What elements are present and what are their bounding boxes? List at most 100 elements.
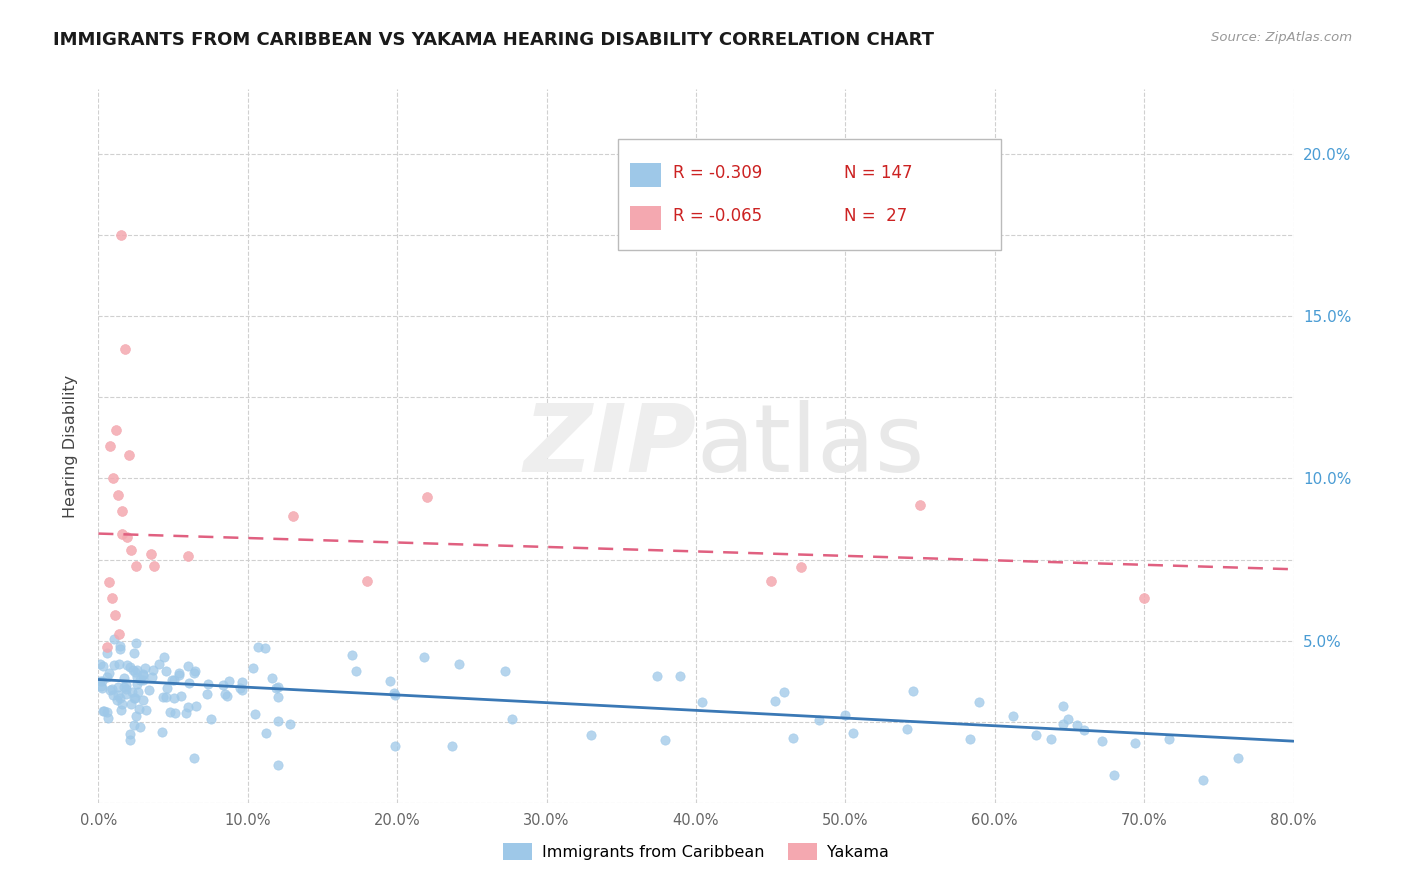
Point — [110, 704, 132, 718]
Point — [98, 666, 121, 681]
Point — [96, 705, 118, 719]
Point — [441, 739, 464, 753]
Point — [266, 690, 288, 705]
Point — [159, 705, 181, 719]
Point — [1226, 751, 1249, 765]
Point — [834, 708, 856, 723]
Point — [114, 672, 136, 686]
Point — [108, 642, 131, 657]
Point — [96, 646, 118, 660]
Point — [124, 718, 146, 732]
Text: Source: ZipAtlas.com: Source: ZipAtlas.com — [1212, 31, 1353, 45]
Point — [105, 693, 128, 707]
Point — [167, 665, 190, 680]
Point — [1052, 698, 1074, 713]
Point — [174, 706, 197, 720]
Text: R = -0.065: R = -0.065 — [673, 207, 762, 225]
Point — [254, 726, 277, 740]
Point — [152, 724, 174, 739]
Point — [89, 674, 111, 689]
Point — [125, 636, 148, 650]
Legend: Immigrants from Caribbean, Yakama: Immigrants from Caribbean, Yakama — [498, 837, 894, 866]
Point — [501, 712, 523, 726]
Point — [148, 657, 170, 672]
Point — [243, 707, 266, 722]
FancyBboxPatch shape — [630, 162, 661, 187]
Point — [908, 498, 931, 512]
Point — [127, 670, 149, 684]
Point — [763, 694, 786, 708]
Point — [121, 685, 143, 699]
Point — [416, 490, 439, 504]
Point — [153, 649, 176, 664]
Point — [124, 691, 146, 706]
Point — [138, 683, 160, 698]
Point — [120, 732, 142, 747]
Point — [1157, 732, 1180, 747]
Point — [959, 732, 981, 747]
Point — [118, 448, 141, 462]
Point — [128, 720, 150, 734]
Point — [1073, 723, 1095, 737]
Point — [162, 673, 184, 687]
Point — [103, 658, 125, 673]
Point — [214, 687, 236, 701]
Point — [177, 676, 200, 690]
Point — [125, 677, 148, 691]
Point — [1057, 712, 1080, 726]
Point — [114, 342, 136, 356]
Point — [773, 684, 796, 698]
Point — [98, 439, 122, 453]
Point — [120, 660, 142, 674]
Point — [105, 423, 128, 437]
Point — [267, 680, 290, 694]
Point — [134, 661, 156, 675]
Point — [142, 663, 165, 677]
Point — [647, 669, 669, 683]
Point — [124, 665, 146, 679]
Point — [90, 681, 112, 695]
Point — [690, 695, 713, 709]
Point — [122, 663, 145, 677]
Point — [808, 713, 831, 727]
Point — [782, 731, 804, 745]
Point — [115, 658, 138, 673]
Point — [494, 664, 516, 678]
Point — [264, 681, 287, 695]
Point — [384, 688, 406, 702]
Point — [107, 680, 129, 694]
Point — [103, 632, 125, 647]
Point — [128, 702, 150, 716]
Point — [1102, 768, 1125, 782]
Text: N =  27: N = 27 — [844, 207, 907, 225]
Point — [197, 677, 219, 691]
Point — [104, 607, 127, 622]
Point — [170, 689, 193, 703]
Point — [115, 678, 138, 692]
Point — [125, 663, 148, 677]
Text: R = -0.309: R = -0.309 — [673, 164, 762, 182]
Point — [842, 726, 865, 740]
Point — [155, 664, 177, 678]
Point — [93, 704, 115, 718]
Point — [231, 674, 253, 689]
Point — [903, 683, 925, 698]
Point — [163, 673, 186, 688]
Point — [107, 488, 129, 502]
Point — [447, 657, 470, 671]
Point — [384, 739, 406, 753]
Point — [177, 659, 200, 673]
Point — [281, 509, 304, 524]
Point — [111, 527, 134, 541]
Point — [96, 640, 118, 654]
FancyBboxPatch shape — [630, 205, 661, 230]
Point — [155, 690, 177, 705]
Point — [380, 674, 402, 689]
Point — [218, 674, 240, 689]
Point — [163, 691, 186, 706]
Point — [89, 657, 111, 672]
Point — [142, 559, 165, 574]
Point — [212, 678, 235, 692]
Point — [356, 574, 378, 589]
FancyBboxPatch shape — [619, 139, 1001, 250]
